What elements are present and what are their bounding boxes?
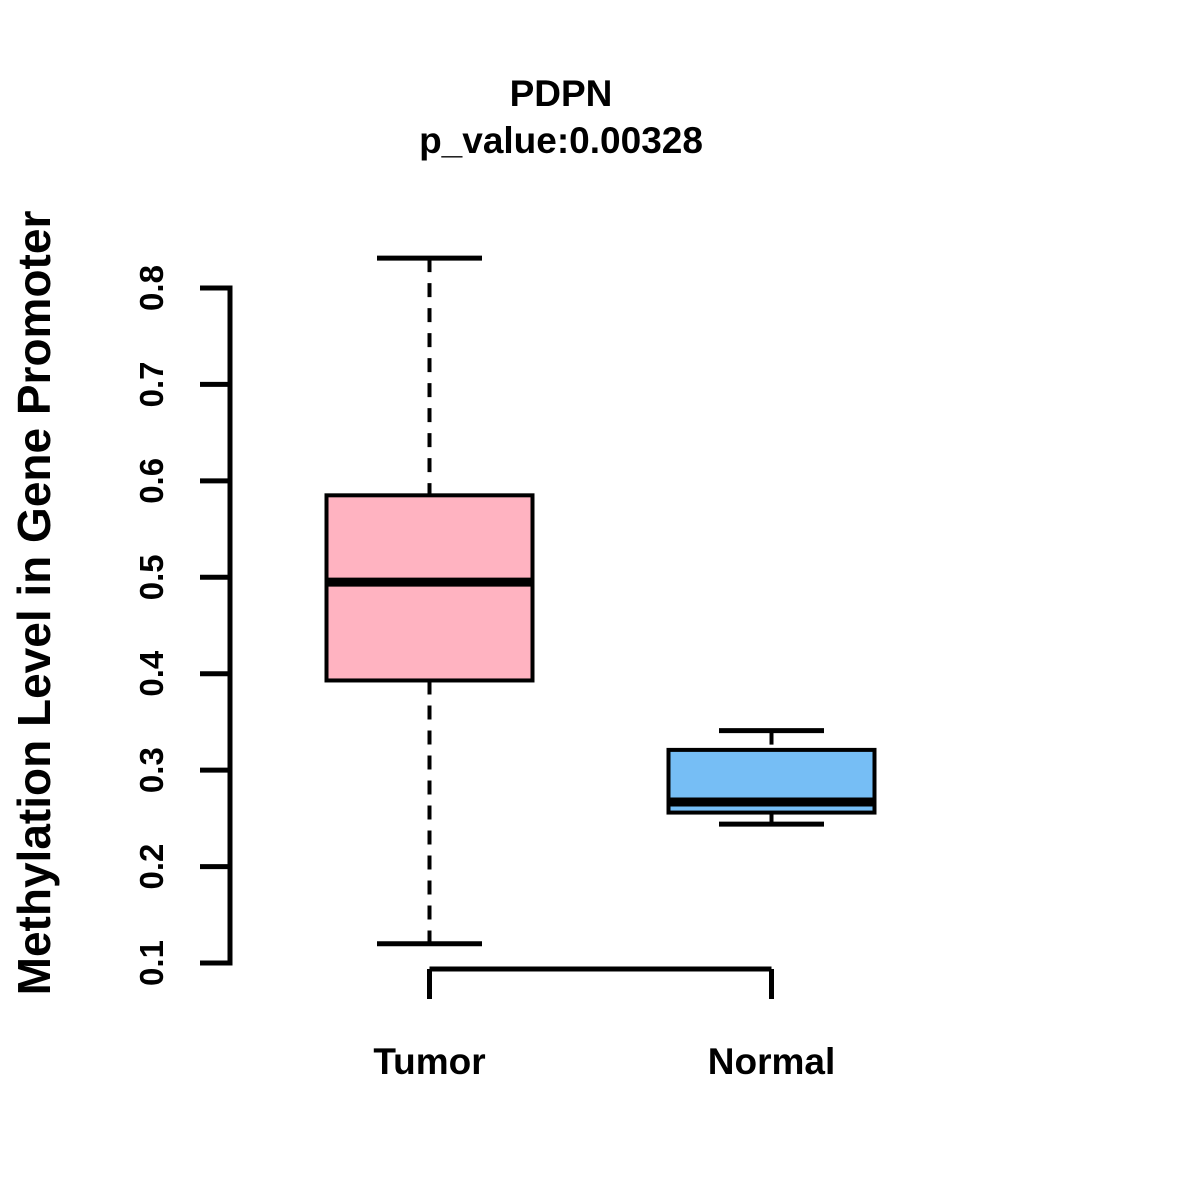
y-tick-label: 0.1 bbox=[133, 940, 170, 986]
y-tick-label: 0.6 bbox=[133, 458, 170, 504]
y-tick-label: 0.3 bbox=[133, 747, 170, 793]
plot-area: 0.1 0.2 0.3 0.4 0.5 0.6 0.7 0.8 Tumor Normal bbox=[133, 255, 877, 1082]
chart-subtitle: p_value:0.00328 bbox=[419, 120, 703, 161]
chart-title: PDPN bbox=[510, 73, 613, 114]
box-tumor bbox=[324, 493, 535, 683]
y-tick-label: 0.2 bbox=[133, 844, 170, 890]
x-category-label-normal: Normal bbox=[708, 1041, 835, 1082]
y-tick-label: 0.4 bbox=[133, 650, 170, 697]
y-tick-label: 0.7 bbox=[133, 361, 170, 407]
y-tick-label: 0.8 bbox=[133, 265, 170, 311]
y-tick-label: 0.5 bbox=[133, 554, 170, 600]
y-axis-title: Methylation Level in Gene Promoter bbox=[8, 211, 60, 996]
x-category-label-tumor: Tumor bbox=[373, 1041, 485, 1082]
